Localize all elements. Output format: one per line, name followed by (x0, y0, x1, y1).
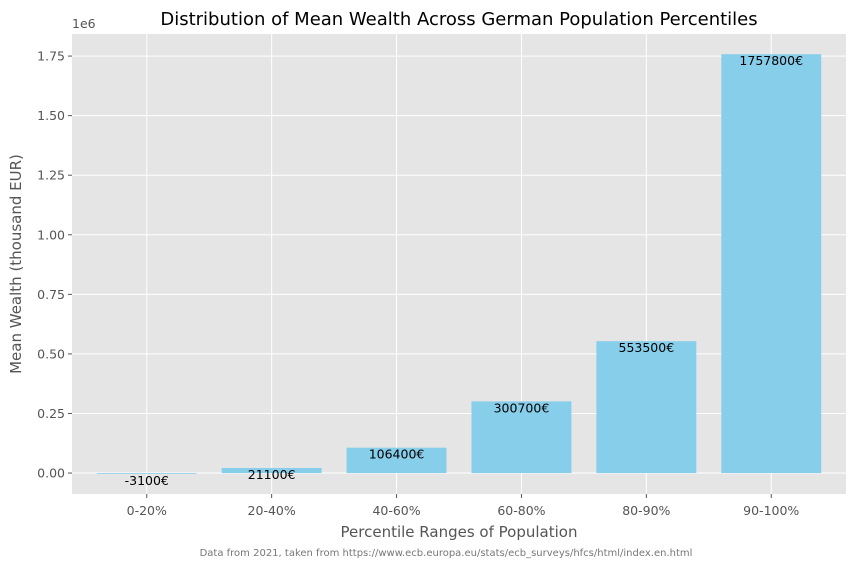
bars (96, 54, 822, 474)
bar-value-label: 106400€ (369, 447, 425, 462)
y-tick-label: 0.50 (37, 346, 65, 361)
bar-value-label: 300700€ (494, 400, 550, 415)
bar (346, 447, 447, 474)
y-tick-label: 1.25 (37, 168, 65, 183)
y-tick-label: 1.50 (37, 108, 65, 123)
plot-area (72, 34, 846, 494)
chart-title: Distribution of Mean Wealth Across Germa… (160, 9, 757, 30)
y-tick-label: 1.00 (37, 227, 65, 242)
bar (221, 468, 322, 474)
bar (471, 401, 572, 474)
x-axis-label: Percentile Ranges of Population (341, 523, 578, 541)
y-tick-label: 0.75 (37, 287, 65, 302)
bar (721, 54, 822, 474)
bar-value-label: 553500€ (619, 340, 675, 355)
footnote: Data from 2021, taken from https://www.e… (200, 548, 693, 559)
x-tick-label: 40-60% (372, 503, 420, 518)
y-tick-label: 0.25 (37, 406, 65, 421)
x-tick-label: 80-90% (622, 503, 670, 518)
ticks: 0.00 0.25 0.50 0.75 1.00 1.25 1.50 1.75 0-20% 20-… (37, 49, 799, 518)
y-axis-label: Mean Wealth (thousand EUR) (7, 154, 25, 374)
bar-value-label: 1757800€ (739, 53, 803, 68)
bar-value-label: -3100€ (125, 473, 169, 488)
bar (96, 473, 197, 474)
y-tick-label: 1.75 (37, 49, 65, 64)
x-tick-label: 60-80% (497, 503, 545, 518)
y-axis-multiplier: 1e6 (72, 16, 96, 31)
x-tick-label: 20-40% (248, 503, 296, 518)
x-tick-label: 0-20% (127, 503, 167, 518)
bar (596, 341, 697, 474)
data-labels: -3100€ 21100€ 106400€ 300700€ 553500€ 1757800… (125, 53, 803, 488)
grid (72, 34, 846, 494)
bar-value-label: 21100€ (248, 467, 296, 482)
y-tick-label: 0.00 (37, 466, 65, 481)
x-tick-label: 90-100% (743, 503, 799, 518)
